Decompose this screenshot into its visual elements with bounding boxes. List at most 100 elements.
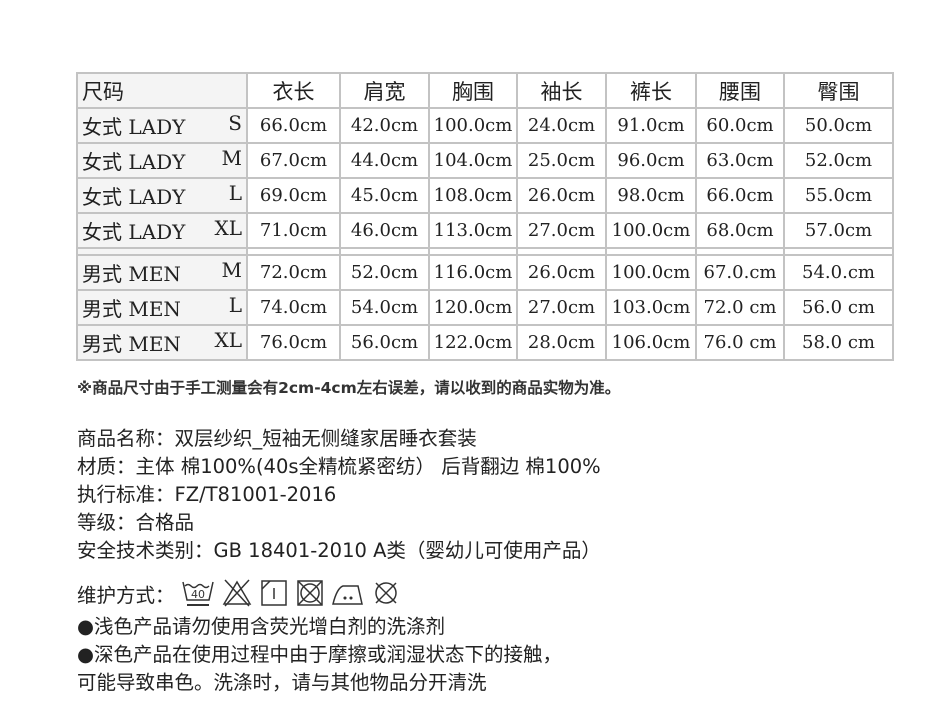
measurement-cell: 63.0cm xyxy=(695,142,785,179)
size-label-cell: 女式 LADY L xyxy=(76,177,248,214)
measurement-cell: 66.0cm xyxy=(246,107,341,144)
gender-label: 女式 LADY xyxy=(82,220,186,244)
measurement-cell: 67.0.cm xyxy=(695,254,785,291)
table-row: 男式 MEN M 72.0cm 52.0cm 116.0cm 26.0cm 100.0cm 6… xyxy=(76,254,894,291)
standard: 执行标准：FZ/T81001-2016 xyxy=(77,483,337,506)
gender-label: 男式 MEN xyxy=(82,297,181,321)
measurement-cell: 67.0cm xyxy=(246,142,341,179)
column-header: 裤长 xyxy=(605,72,697,109)
care-instructions: 维护方式： 40 xyxy=(77,578,401,608)
table-row: 女式 LADY XL 71.0cm 46.0cm 113.0cm 27.0cm 100.0c… xyxy=(76,212,894,249)
measurement-cell: 66.0cm xyxy=(695,177,785,214)
measurement-cell: 25.0cm xyxy=(516,142,607,179)
measurement-cell: 91.0cm xyxy=(605,107,697,144)
grade: 等级：合格品 xyxy=(77,511,195,534)
size-label: S xyxy=(228,111,242,135)
measurement-cell: 71.0cm xyxy=(246,212,341,249)
measurement-cell: 52.0cm xyxy=(783,142,894,179)
product-name: 商品名称：双层纱织_短袖无侧缝家居睡衣套装 xyxy=(77,427,477,450)
column-header: 臀围 xyxy=(783,72,894,109)
measurement-cell: 122.0cm xyxy=(428,324,518,361)
table-row: 女式 LADY M 67.0cm 44.0cm 104.0cm 25.0cm 96.0cm 6… xyxy=(76,142,894,179)
separator-cell xyxy=(516,247,607,256)
separator-cell xyxy=(695,247,785,256)
material: 材质：主体 棉100%(40s全精梳紧密纺） 后背翻边 棉100% xyxy=(77,455,601,478)
measurement-cell: 27.0cm xyxy=(516,289,607,326)
table-row: 女式 LADY S 66.0cm 42.0cm 100.0cm 24.0cm 91.0cm 6… xyxy=(76,107,894,144)
size-label: XL xyxy=(214,328,242,352)
separator-cell xyxy=(428,247,518,256)
measurement-cell: 46.0cm xyxy=(339,212,430,249)
size-label: XL xyxy=(214,216,242,240)
column-header: 肩宽 xyxy=(339,72,430,109)
measurement-cell: 42.0cm xyxy=(339,107,430,144)
size-table: 尺码 衣长 肩宽 胸围 袖长 裤长 腰围 臀围 女式 LADY S 66.0cm 42.0cm 100.… xyxy=(76,72,894,361)
gender-label: 男式 MEN xyxy=(82,262,181,286)
size-label: L xyxy=(228,181,242,205)
measurement-cell: 72.0cm xyxy=(246,254,341,291)
measurement-cell: 96.0cm xyxy=(605,142,697,179)
gender-label: 男式 MEN xyxy=(82,332,181,356)
column-header: 尺码 xyxy=(76,72,248,109)
measurement-cell: 98.0cm xyxy=(605,177,697,214)
separator-cell xyxy=(339,247,430,256)
do-not-tumble-dry-icon xyxy=(296,580,323,606)
measurement-cell: 45.0cm xyxy=(339,177,430,214)
care-line-separate: 可能导致串色。洗涤时，请与其他物品分开清洗 xyxy=(77,671,487,694)
table-row: 男式 MEN L 74.0cm 54.0cm 120.0cm 27.0cm 103.0cm 7… xyxy=(76,289,894,326)
measurement-cell: 24.0cm xyxy=(516,107,607,144)
size-label: M xyxy=(221,258,242,282)
measurement-cell: 104.0cm xyxy=(428,142,518,179)
separator-cell xyxy=(605,247,697,256)
care-line-dark: ●深色产品在使用过程中由于摩擦或润湿状态下的接触， xyxy=(77,643,563,666)
measurement-cell: 113.0cm xyxy=(428,212,518,249)
measurement-cell: 68.0cm xyxy=(695,212,785,249)
separator-row xyxy=(76,247,894,256)
measurement-cell: 76.0 cm xyxy=(695,324,785,361)
separator-cell xyxy=(783,247,894,256)
column-header: 胸围 xyxy=(428,72,518,109)
size-label-cell: 男式 MEN M xyxy=(76,254,248,291)
measurement-cell: 58.0 cm xyxy=(783,324,894,361)
measurement-cell: 100.0cm xyxy=(605,212,697,249)
care-line-light: ●浅色产品请勿使用含荧光增白剂的洗涤剂 xyxy=(77,615,446,638)
do-not-dry-clean-icon xyxy=(374,582,397,604)
measurement-cell: 120.0cm xyxy=(428,289,518,326)
gender-label: 女式 LADY xyxy=(82,185,186,209)
table-row: 女式 LADY L 69.0cm 45.0cm 108.0cm 26.0cm 98.0cm 6… xyxy=(76,177,894,214)
gender-label: 女式 LADY xyxy=(82,150,186,174)
measurement-cell: 108.0cm xyxy=(428,177,518,214)
iron-low-icon xyxy=(331,585,363,605)
safety-category: 安全技术类别：GB 18401-2010 A类（婴幼儿可使用产品） xyxy=(77,539,601,562)
measurement-cell: 52.0cm xyxy=(339,254,430,291)
line-dry-icon xyxy=(260,580,287,606)
wash-40-gentle-icon: 40 xyxy=(181,581,214,606)
svg-text:40: 40 xyxy=(191,588,205,601)
measurement-cell: 74.0cm xyxy=(246,289,341,326)
measurement-cell: 69.0cm xyxy=(246,177,341,214)
measurement-cell: 55.0cm xyxy=(783,177,894,214)
size-label-cell: 男式 MEN XL xyxy=(76,324,248,361)
measurement-cell: 27.0cm xyxy=(516,212,607,249)
size-label-cell: 女式 LADY S xyxy=(76,107,248,144)
do-not-bleach-icon xyxy=(222,579,251,607)
measurement-cell: 26.0cm xyxy=(516,177,607,214)
size-label-cell: 男式 MEN L xyxy=(76,289,248,326)
measurement-cell: 100.0cm xyxy=(428,107,518,144)
measurement-cell: 26.0cm xyxy=(516,254,607,291)
measurement-cell: 106.0cm xyxy=(605,324,697,361)
measurement-cell: 50.0cm xyxy=(783,107,894,144)
measurement-cell: 56.0cm xyxy=(339,324,430,361)
measurement-cell: 57.0cm xyxy=(783,212,894,249)
size-label: L xyxy=(228,293,242,317)
measurement-cell: 76.0cm xyxy=(246,324,341,361)
measurement-cell: 56.0 cm xyxy=(783,289,894,326)
measurement-cell: 44.0cm xyxy=(339,142,430,179)
column-header: 腰围 xyxy=(695,72,785,109)
measurement-cell: 54.0.cm xyxy=(783,254,894,291)
column-header: 袖长 xyxy=(516,72,607,109)
measurement-cell: 103.0cm xyxy=(605,289,697,326)
separator-cell xyxy=(246,247,341,256)
measurement-note: ※商品尺寸由于手工测量会有2cm-4cm左右误差，请以收到的商品实物为准。 xyxy=(77,379,621,397)
